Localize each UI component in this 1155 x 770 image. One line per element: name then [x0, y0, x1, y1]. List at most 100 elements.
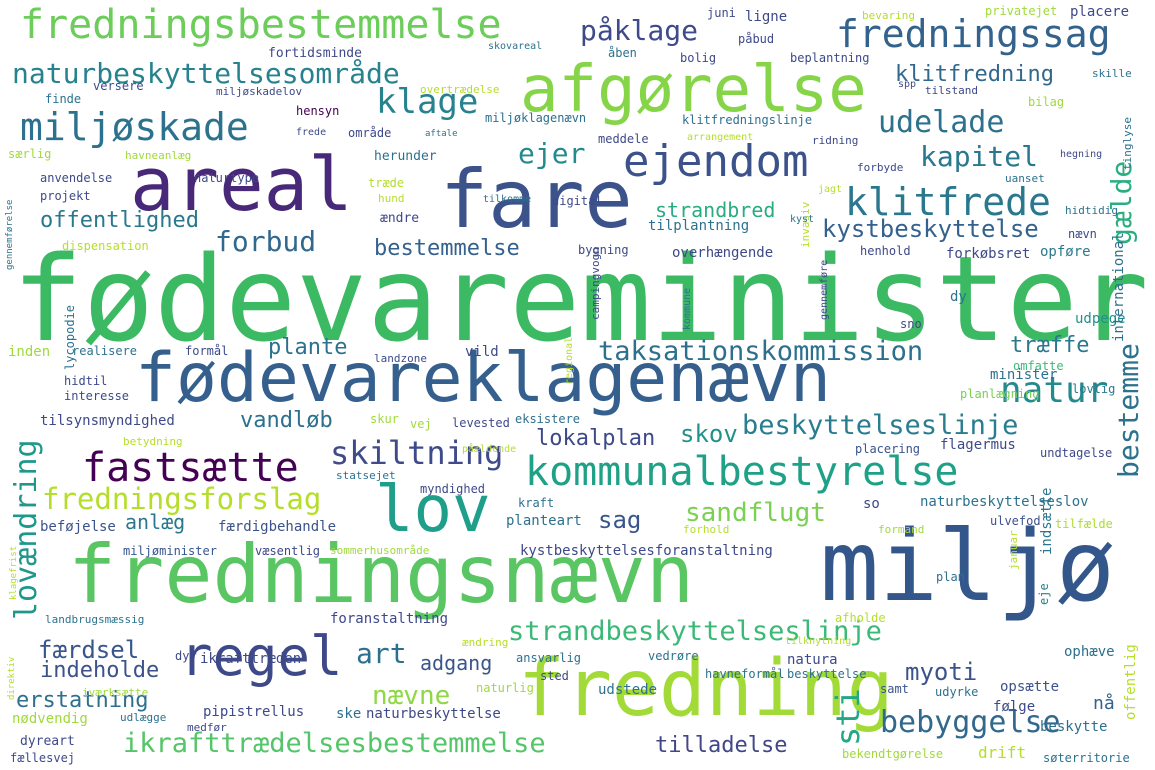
- word: fortidsminde: [268, 46, 362, 61]
- word: planteart: [506, 513, 582, 529]
- word: miljøskadelov: [216, 85, 303, 98]
- word: fastsætte: [82, 445, 299, 491]
- word: tilfælde: [1055, 517, 1113, 531]
- word: campingvogn: [589, 247, 602, 320]
- word: realisere: [72, 344, 138, 358]
- word: offentlig: [1123, 644, 1139, 720]
- word: sag: [598, 506, 642, 534]
- word: areal: [130, 142, 353, 228]
- word: dyreart: [20, 734, 75, 749]
- word: privatejet: [985, 4, 1058, 18]
- word: formål: [185, 344, 229, 358]
- word: hidtil: [64, 374, 108, 388]
- word: kapitel: [920, 140, 1039, 173]
- word: søterritorie: [1043, 751, 1130, 765]
- word: fredningsforslag: [42, 482, 322, 516]
- word: område: [348, 126, 392, 140]
- word: miljø: [820, 510, 1116, 624]
- word: kystbeskyttelse: [822, 215, 1039, 243]
- word: myoti: [905, 658, 978, 686]
- word: anvendelse: [40, 171, 113, 185]
- word: opsætte: [1000, 679, 1060, 695]
- word: tilsynsmyndighed: [40, 413, 175, 429]
- word: undtagelse: [1040, 446, 1113, 460]
- word: vandløb: [240, 408, 333, 433]
- word: art: [356, 637, 407, 670]
- word: klitfredningslinje: [682, 113, 813, 127]
- word: træffe: [1010, 333, 1090, 358]
- word: havneformål: [705, 667, 785, 681]
- word: natura: [787, 652, 838, 668]
- word: tilladelse: [655, 733, 788, 758]
- word: følge: [993, 699, 1036, 715]
- word: betydning: [123, 435, 183, 448]
- word: ikrafttræden: [200, 651, 302, 667]
- word: medfør: [187, 721, 227, 734]
- word: drift: [978, 743, 1027, 762]
- word: juni: [707, 6, 736, 20]
- word: miljøklagenævn: [485, 111, 587, 125]
- word: skov: [680, 420, 738, 448]
- word: vedrøre: [648, 649, 699, 663]
- word: fredningsnævn: [68, 528, 695, 621]
- word: projekt: [40, 189, 91, 203]
- word: dyr: [175, 649, 197, 663]
- word: overtrædelse: [420, 83, 500, 96]
- word: naturtype: [194, 171, 260, 185]
- word: ejendom: [623, 136, 809, 187]
- word: forbyde: [857, 161, 904, 174]
- word: samt: [880, 682, 909, 696]
- word: hensyn: [296, 104, 340, 118]
- word: uanset: [1005, 172, 1045, 185]
- word: nævne: [372, 681, 451, 711]
- word: klage: [376, 82, 479, 122]
- word: færdigbehandle: [218, 519, 337, 535]
- word: nå: [1093, 693, 1115, 714]
- word: indeholde: [40, 658, 160, 683]
- word: skiltning: [330, 434, 504, 472]
- word: foranstaltning: [330, 611, 449, 627]
- word: fødevareklagenævn: [135, 339, 831, 418]
- word: planlægning: [960, 387, 1040, 401]
- word: påklage: [580, 14, 699, 47]
- word: bebyggelse: [880, 705, 1061, 740]
- word: eje: [1037, 583, 1051, 605]
- word: fødevareminister: [12, 230, 1149, 368]
- word: miljøskade: [20, 105, 249, 149]
- word: myndighed: [420, 482, 486, 496]
- word: inden: [8, 344, 51, 360]
- word: minister: [990, 367, 1058, 383]
- word: fredning: [518, 644, 894, 734]
- word: levested: [452, 416, 510, 430]
- word: omfatte: [1013, 359, 1064, 373]
- word: sti: [829, 688, 867, 746]
- word: fare: [440, 153, 633, 246]
- word: bestemme: [1112, 343, 1145, 478]
- word: kraft: [518, 496, 555, 510]
- word: fredningssag: [836, 12, 1111, 56]
- word: klitfrede: [845, 180, 1051, 224]
- word: sommerhusområde: [330, 544, 430, 557]
- word: anlæg: [125, 510, 186, 534]
- word: havneanlæg: [125, 149, 192, 162]
- word: miljøminister: [123, 544, 217, 558]
- word: eksistere: [515, 412, 581, 426]
- word: afholde: [835, 611, 886, 625]
- word: pipistrellus: [203, 704, 305, 720]
- word: ændre: [380, 211, 420, 226]
- word: tinglyse: [1121, 117, 1134, 170]
- word: bolig: [680, 51, 717, 65]
- word: ansvarlig: [516, 651, 582, 665]
- word: dispensation: [62, 239, 149, 253]
- word: lov: [375, 473, 491, 547]
- word: versere: [93, 79, 144, 93]
- word: offentlighed: [40, 208, 199, 233]
- word: regional: [564, 336, 575, 385]
- word: skovareal: [488, 41, 543, 52]
- word: gennemførelse: [5, 199, 15, 270]
- word: opføre: [1040, 244, 1091, 260]
- word: vej: [410, 417, 432, 431]
- word: beskytte: [1040, 719, 1108, 735]
- word: påældende: [462, 444, 517, 455]
- word: strandbeskyttelseslinje: [508, 616, 882, 647]
